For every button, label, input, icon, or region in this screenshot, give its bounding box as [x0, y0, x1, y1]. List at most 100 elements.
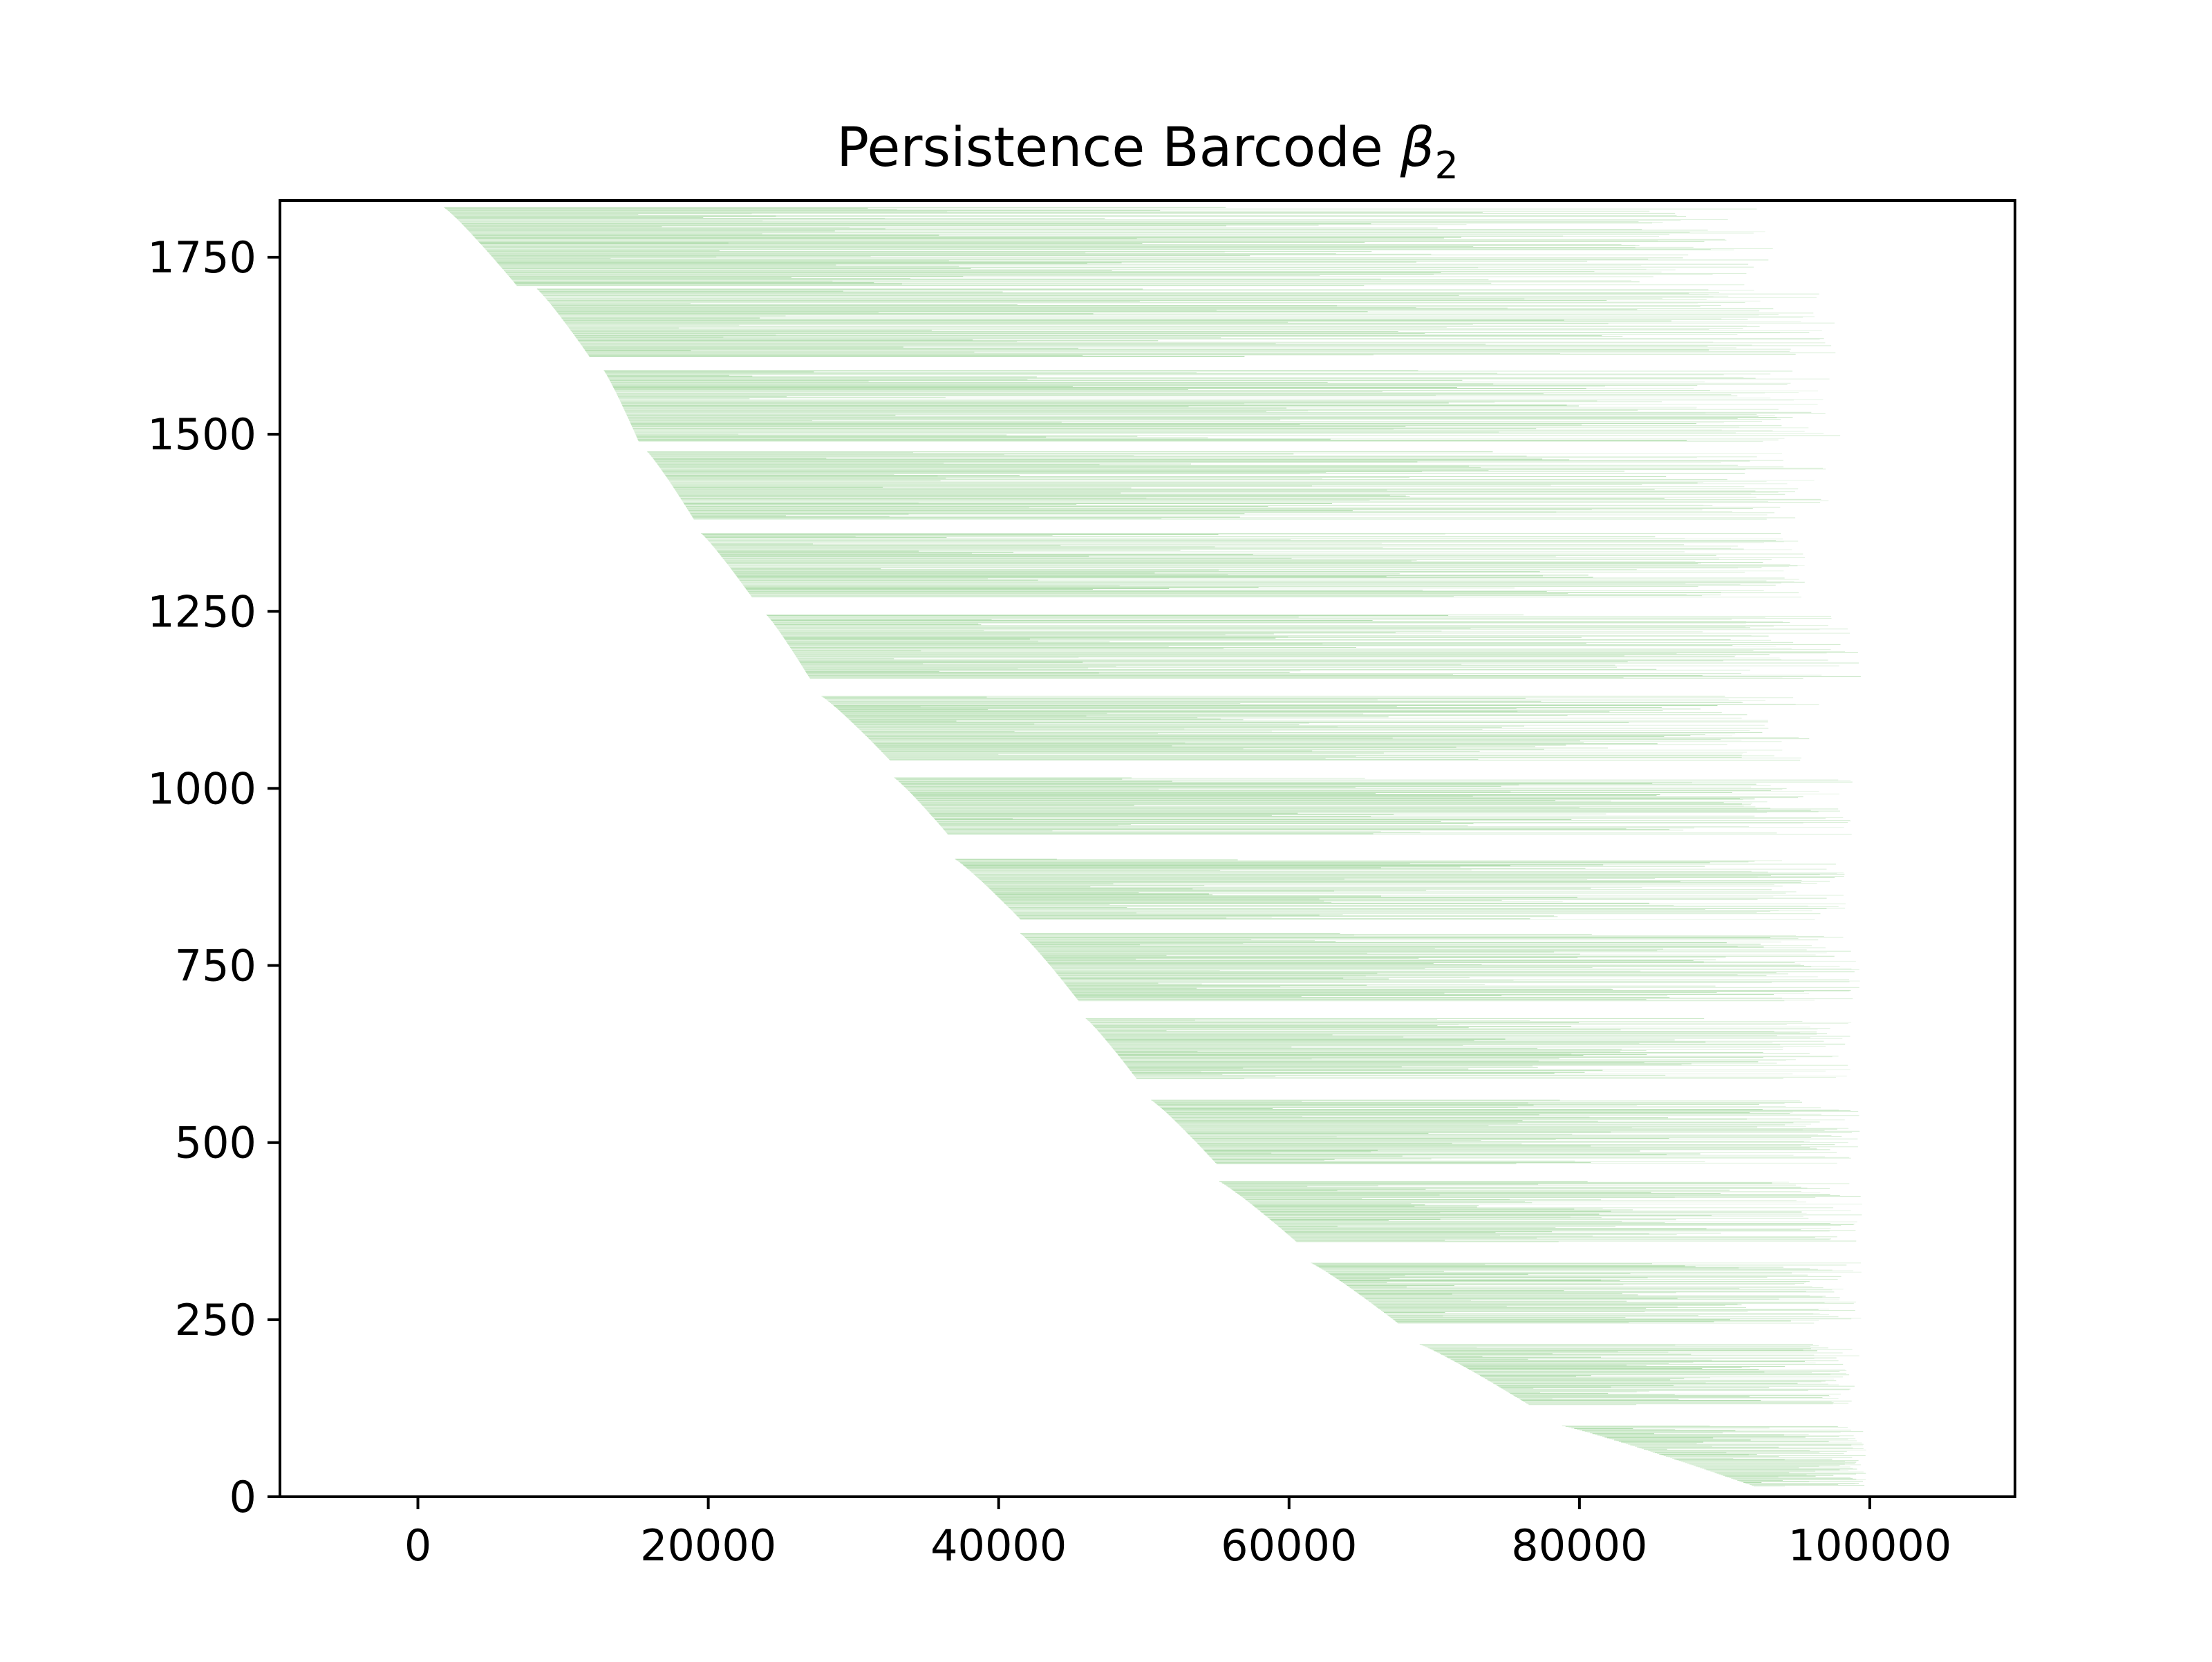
barcode-bar	[769, 617, 1765, 618]
barcode-bar	[848, 718, 1221, 720]
barcode-bar	[1128, 1067, 1244, 1069]
barcode-bar	[1381, 1310, 1855, 1311]
x-tick-label: 80000	[1511, 1520, 1647, 1571]
barcode-bar	[721, 555, 1089, 557]
barcode-bar	[1162, 1109, 1763, 1110]
barcode-bar	[867, 737, 1799, 738]
barcode-bar	[800, 662, 1083, 663]
barcode-bar	[1049, 964, 1482, 965]
barcode-bar	[791, 648, 1792, 649]
barcode-bar	[1476, 1373, 1846, 1374]
barcode-bar	[619, 398, 750, 400]
barcode-bar	[1312, 1263, 1652, 1264]
barcode-bar	[1156, 1103, 1759, 1105]
barcode-bar	[462, 223, 1371, 225]
barcode-bar	[625, 411, 1812, 413]
barcode-bar	[801, 664, 1615, 666]
barcode-bar	[1011, 910, 1779, 911]
barcode-bar	[458, 220, 1681, 221]
barcode-bar	[881, 751, 1480, 752]
barcode-bar	[514, 281, 1640, 283]
barcode-bar	[1077, 999, 1647, 1000]
barcode-bar	[1108, 1043, 1640, 1044]
barcode-bar	[669, 481, 1767, 483]
barcode-bar	[1101, 1034, 1333, 1036]
barcode-bar	[734, 572, 1155, 574]
barcode-bar	[1020, 933, 1340, 934]
barcode-bar	[627, 416, 1759, 417]
barcode-bar	[1520, 1399, 1679, 1401]
barcode-bar	[571, 330, 1822, 331]
barcode-bar	[1243, 1197, 1816, 1199]
barcode-bar	[839, 710, 1663, 711]
barcode-bar	[910, 793, 1376, 794]
barcode-bar	[659, 467, 1481, 468]
barcode-bar	[671, 483, 1788, 485]
barcode-bar	[1268, 1217, 1809, 1219]
barcode-bar	[610, 382, 1328, 383]
barcode-bar	[1026, 938, 1799, 940]
barcode-bar	[863, 732, 1158, 734]
barcode-bar	[1659, 1454, 1757, 1455]
barcode-bar	[468, 230, 835, 232]
barcode-bar	[751, 596, 1454, 597]
barcode-bar	[1499, 1386, 1611, 1388]
barcode-bar	[666, 477, 1410, 478]
barcode-bar	[664, 474, 894, 475]
barcode-group	[766, 614, 1861, 680]
barcode-bar	[1609, 1438, 1856, 1439]
barcode-bar	[1618, 1441, 1829, 1442]
barcode-bar	[662, 469, 1489, 471]
barcode-bar	[1482, 1376, 1844, 1378]
barcode-bar	[629, 421, 1762, 422]
barcode-bar	[1109, 1043, 1846, 1045]
barcode-bar	[791, 649, 1831, 650]
barcode-bar	[1096, 1028, 1830, 1029]
barcode-bar	[921, 804, 1751, 805]
barcode-bar	[1329, 1273, 1631, 1274]
barcode-bar	[553, 307, 1416, 308]
barcode-bar	[786, 640, 1038, 642]
barcode-bar	[1118, 1055, 1584, 1056]
barcode-bar	[1611, 1439, 1848, 1440]
barcode-bar	[1005, 904, 1110, 905]
barcode-bar	[990, 889, 1772, 890]
barcode-bar	[796, 656, 1735, 657]
barcode-bar	[1221, 1182, 1790, 1183]
barcode-bar	[1194, 1140, 1481, 1141]
barcode-bar	[793, 651, 1846, 653]
barcode-bar	[1458, 1363, 1669, 1364]
barcode-bar	[573, 334, 1738, 335]
barcode-bar	[1136, 1077, 1783, 1079]
barcode-bar	[1035, 948, 1435, 949]
barcode-bar	[452, 214, 639, 215]
barcode-bar	[861, 731, 1015, 732]
barcode-bar	[1454, 1361, 1805, 1362]
barcode-bar	[635, 434, 1007, 436]
barcode-bar	[703, 535, 1053, 536]
barcode-bar	[1001, 899, 1502, 901]
barcode-bar	[1710, 1470, 1816, 1472]
barcode-bar	[1320, 1267, 1739, 1269]
barcode-bar	[1396, 1321, 1714, 1323]
barcode-bar	[846, 716, 1389, 718]
barcode-bar	[1501, 1388, 1534, 1389]
barcode-bar	[983, 882, 1801, 884]
barcode-bar	[504, 270, 1112, 271]
barcode-bar	[621, 404, 1818, 405]
barcode-bar	[747, 590, 1764, 591]
barcode-bar	[1174, 1119, 1845, 1121]
barcode-bar	[1009, 907, 1127, 908]
barcode-bar	[1200, 1146, 1858, 1148]
barcode-bar	[1663, 1455, 1866, 1456]
barcode-bar	[833, 705, 1718, 706]
barcode-bar	[630, 423, 1697, 424]
barcode-bar	[715, 548, 1744, 550]
barcode-bar	[618, 396, 787, 398]
barcode-bar	[1059, 976, 1818, 978]
barcode-bar	[634, 431, 1499, 433]
barcode-bar	[1356, 1291, 1835, 1293]
barcode-bar	[1089, 1020, 1803, 1022]
barcode-bar	[1161, 1108, 1273, 1109]
barcode-bar	[1518, 1398, 1839, 1399]
